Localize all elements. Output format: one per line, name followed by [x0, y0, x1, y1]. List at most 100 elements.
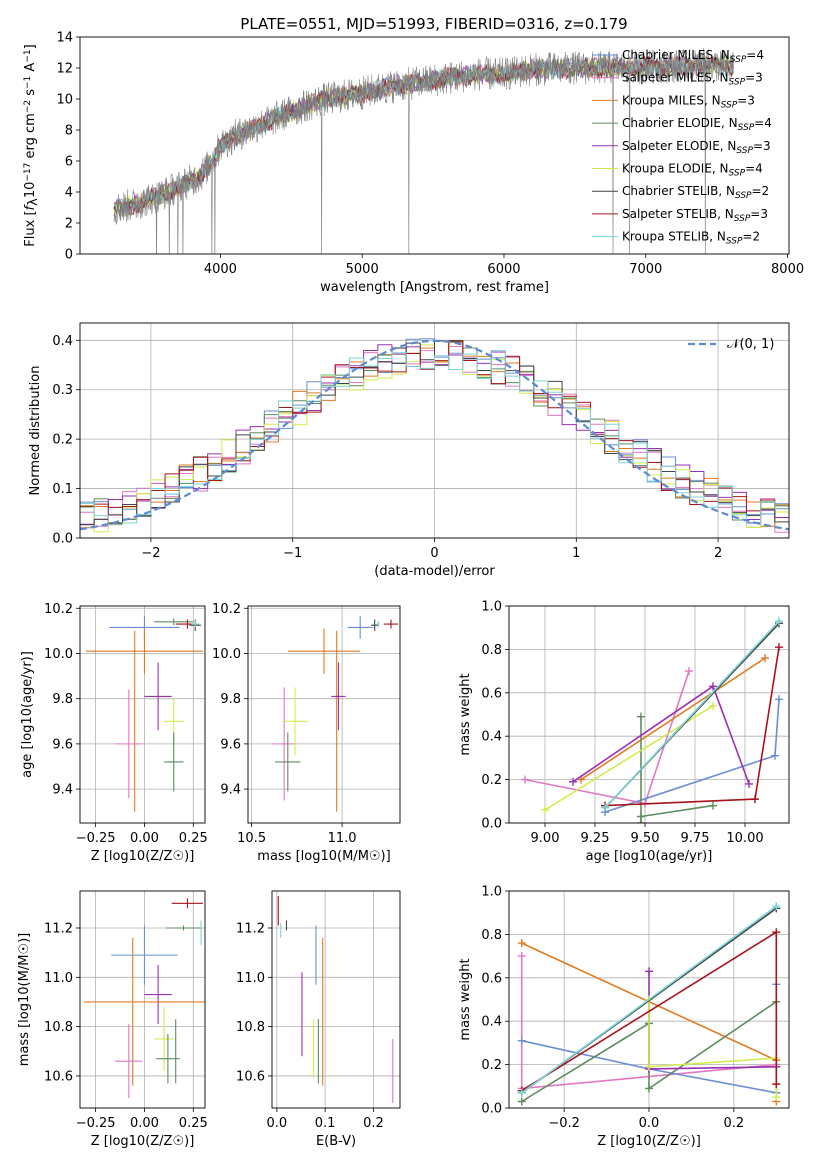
- y-axis-label: Normed distribution: [28, 366, 43, 496]
- panel-z-age: −0.25 0.00 0.25 9.4 9.6 9.8 10.0 10.2 Z [log10(Z…: [20, 602, 208, 864]
- y-tick-label: 2: [65, 217, 73, 232]
- errorbar-point: [165, 925, 202, 931]
- weight-marker: [772, 928, 781, 937]
- weight-marker: [771, 751, 779, 760]
- panel-spectrum: 4000 5000 6000 7000 8000 0 2 4 6 8 10 12 14 wavelengt…: [23, 31, 804, 296]
- x-axis-label: wavelength [Angstrom, rest frame]: [320, 280, 549, 295]
- weight-marker: [772, 1080, 781, 1089]
- y-tick-label: 0.2: [52, 433, 73, 448]
- weight-line: [572, 685, 750, 785]
- y-tick-label: 0.8: [481, 643, 502, 658]
- weight-marker: [517, 952, 526, 961]
- y-axis-label: Flux [fλ10−17 erg cm−2 s−1 A−1]: [23, 44, 41, 246]
- x-tick-label: 10.5: [237, 831, 266, 846]
- residual-histogram: [80, 341, 789, 538]
- weight-marker: [709, 701, 717, 710]
- weight-line: [604, 620, 780, 809]
- y-tick-label: 10.0: [212, 647, 241, 662]
- legend-entry: Kroupa MILES, NSSP=3: [622, 93, 755, 110]
- x-tick-label: 7000: [629, 262, 662, 277]
- errorbar-point: [144, 662, 172, 731]
- x-tick-label: −0.25: [76, 831, 116, 846]
- y-tick-label: 11.2: [236, 921, 265, 936]
- panel-mass-age: 10.5 11.0 9.4 9.6 9.8 10.0 10.2 mass [log10(M/M…: [212, 602, 401, 864]
- y-tick-label: 0.2: [481, 773, 502, 788]
- x-tick-label: 11.0: [328, 831, 357, 846]
- axes-frame: [79, 36, 790, 255]
- y-tick-label: 9.6: [52, 737, 73, 752]
- weight-marker: [745, 779, 753, 788]
- y-tick-label: 0.6: [481, 686, 502, 701]
- x-tick-label: −0.2: [548, 1116, 580, 1131]
- x-tick-label: −0.25: [76, 1116, 116, 1131]
- weight-marker: [709, 801, 717, 810]
- y-tick-label: 10.2: [212, 602, 241, 617]
- weight-marker: [685, 667, 693, 676]
- y-tick-label: 6: [65, 155, 73, 170]
- x-tick-label: 9.75: [681, 831, 710, 846]
- plot-area-mass-age: [271, 616, 399, 812]
- x-axis-label: Z [log10(Z/Z☉)]: [91, 849, 195, 864]
- x-tick-label: 2: [714, 546, 722, 561]
- x-tick-label: 0.0: [639, 1116, 660, 1131]
- x-tick-label: 8000: [771, 262, 804, 277]
- y-tick-label: 10: [56, 93, 73, 108]
- errorbar-point: [347, 616, 373, 639]
- x-tick-label: 0.1: [315, 1116, 336, 1131]
- y-tick-label: 0.0: [481, 1102, 502, 1117]
- y-tick-label: 0.2: [481, 1058, 502, 1073]
- x-axis-label: E(B-V): [316, 1134, 356, 1149]
- y-tick-label: 9.6: [220, 737, 241, 752]
- y-tick-label: 9.4: [52, 783, 73, 798]
- y-tick-label: 9.4: [220, 783, 241, 798]
- weight-marker: [521, 775, 529, 784]
- y-tick-label: 0: [65, 248, 73, 263]
- x-tick-label: 0.2: [724, 1116, 745, 1131]
- axes-frame: [271, 890, 401, 1109]
- x-tick-label: 9.25: [581, 831, 610, 846]
- x-tick-label: 5000: [346, 262, 379, 277]
- y-tick-label: 10.2: [44, 602, 73, 617]
- panel-residuals: −2 −1 0 1 2 0.0 0.1 0.2 0.3 0.4 (data-model)/error…: [28, 322, 790, 579]
- errorbar-point: [287, 628, 361, 674]
- weight-marker: [775, 643, 783, 652]
- errorbar-point: [115, 1024, 143, 1099]
- plot-area-age-weight: [521, 617, 783, 823]
- y-tick-label: 0.0: [52, 532, 73, 547]
- y-tick-label: 0.3: [52, 383, 73, 398]
- weight-marker: [517, 1097, 526, 1106]
- errorbar-point: [85, 628, 204, 674]
- errorbar-point: [191, 620, 200, 628]
- legend: 𝒩(0, 1): [688, 337, 774, 352]
- weight-marker: [772, 1093, 781, 1102]
- legend-entry: Chabrier STELIB, NSSP=2: [622, 184, 769, 201]
- plot-area-z-mass: [83, 898, 205, 1099]
- weight-marker: [775, 695, 783, 704]
- x-axis-label: Z [log10(Z/Z☉)]: [91, 1134, 195, 1149]
- weight-line: [521, 905, 777, 1094]
- y-tick-label: 0.4: [481, 730, 502, 745]
- axes-frame: [79, 605, 206, 824]
- errorbar-point: [282, 687, 308, 756]
- weight-marker: [645, 1084, 653, 1093]
- weight-line: [544, 705, 714, 811]
- weight-marker: [569, 777, 577, 786]
- errorbar-point: [171, 898, 204, 909]
- weight-line: [524, 670, 690, 805]
- plot-area-z-weight: [517, 902, 781, 1106]
- weight-marker: [645, 1062, 653, 1071]
- y-tick-label: 10.6: [236, 1069, 265, 1084]
- residual-histogram: [80, 349, 789, 538]
- plot-area-spectrum: [113, 47, 734, 254]
- weight-marker: [761, 654, 769, 663]
- y-tick-label: 11.0: [44, 971, 73, 986]
- legend-entry: Salpeter MILES, NSSP=3: [622, 71, 763, 88]
- weight-marker: [645, 967, 653, 976]
- y-tick-label: 14: [56, 31, 73, 46]
- errorbar-point: [115, 689, 143, 799]
- figure-title: PLATE=0551, MJD=51993, FIBERID=0316, z=0…: [240, 15, 627, 33]
- weight-marker: [772, 902, 781, 911]
- x-axis-label: (data-model)/error: [374, 564, 495, 579]
- weight-marker: [637, 712, 645, 721]
- weight-line: [640, 804, 714, 818]
